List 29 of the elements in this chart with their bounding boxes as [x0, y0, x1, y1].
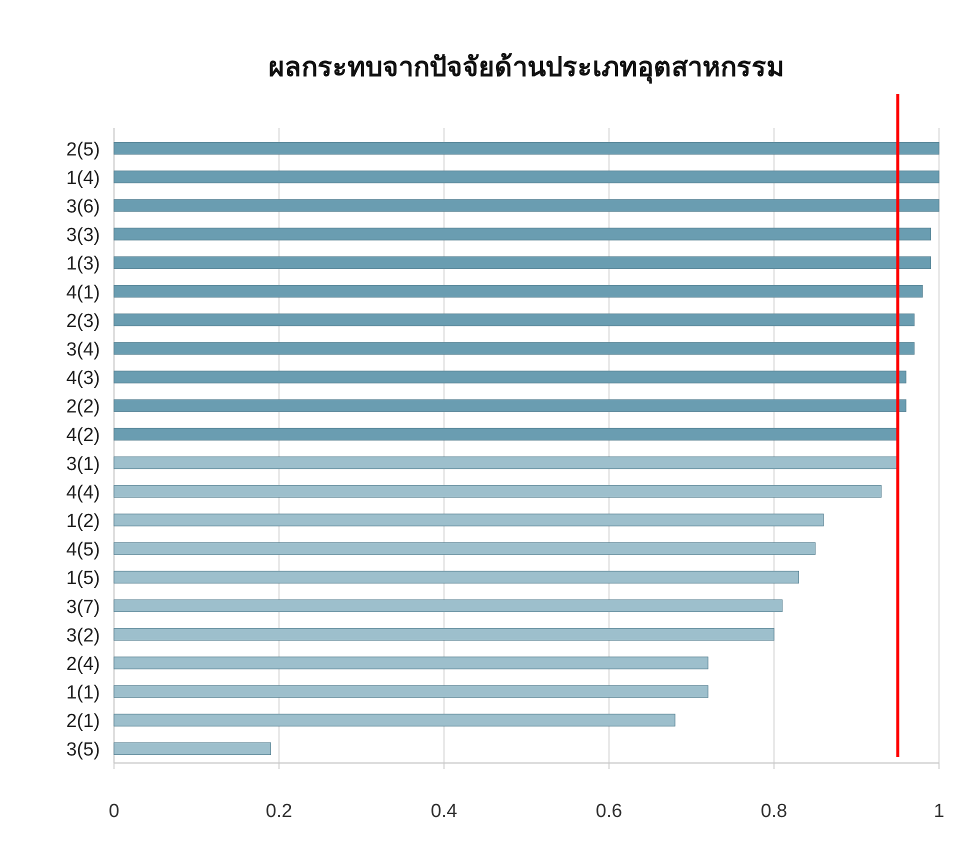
x-tick-label: 0.8	[760, 801, 788, 822]
y-tick-label: 3(1)	[66, 454, 100, 475]
y-tick-label: 3(7)	[66, 596, 100, 618]
y-tick-label: 2(1)	[66, 711, 100, 732]
y-tick-label: 2(5)	[66, 139, 100, 160]
y-tick-label: 3(4)	[66, 339, 100, 360]
y-tick-label: 2(3)	[66, 310, 100, 332]
y-tick-label: 4(2)	[66, 425, 100, 446]
y-tick-label: 4(1)	[66, 282, 100, 304]
y-tick-label: 2(2)	[66, 396, 100, 418]
y-tick-label: 1(5)	[66, 568, 100, 590]
y-tick-label: 3(5)	[66, 740, 100, 761]
x-tick-label: 0	[108, 801, 120, 822]
y-tick-label: 1(2)	[66, 510, 100, 532]
y-tick-label: 3(2)	[66, 625, 100, 646]
y-tick-label: 1(1)	[66, 682, 100, 704]
y-tick-label: 1(3)	[66, 254, 100, 275]
y-tick-label: 4(3)	[66, 368, 100, 390]
x-tick-label: 0.4	[430, 801, 458, 822]
x-tick-label: 1	[934, 801, 944, 822]
y-tick-label: 4(4)	[66, 482, 100, 504]
y-tick-label: 3(6)	[66, 196, 100, 218]
y-tick-label: 4(5)	[66, 540, 100, 561]
y-tick-label: 3(3)	[66, 225, 100, 246]
y-tick-label: 1(4)	[66, 168, 100, 189]
x-tick-label: 0.6	[596, 801, 622, 822]
x-tick-label: 0.2	[266, 801, 292, 822]
y-tick-label: 2(4)	[66, 654, 100, 675]
title: ผลกระทบจากปัจจัยด้านประเภทอุตสาหกรรม	[268, 52, 784, 82]
